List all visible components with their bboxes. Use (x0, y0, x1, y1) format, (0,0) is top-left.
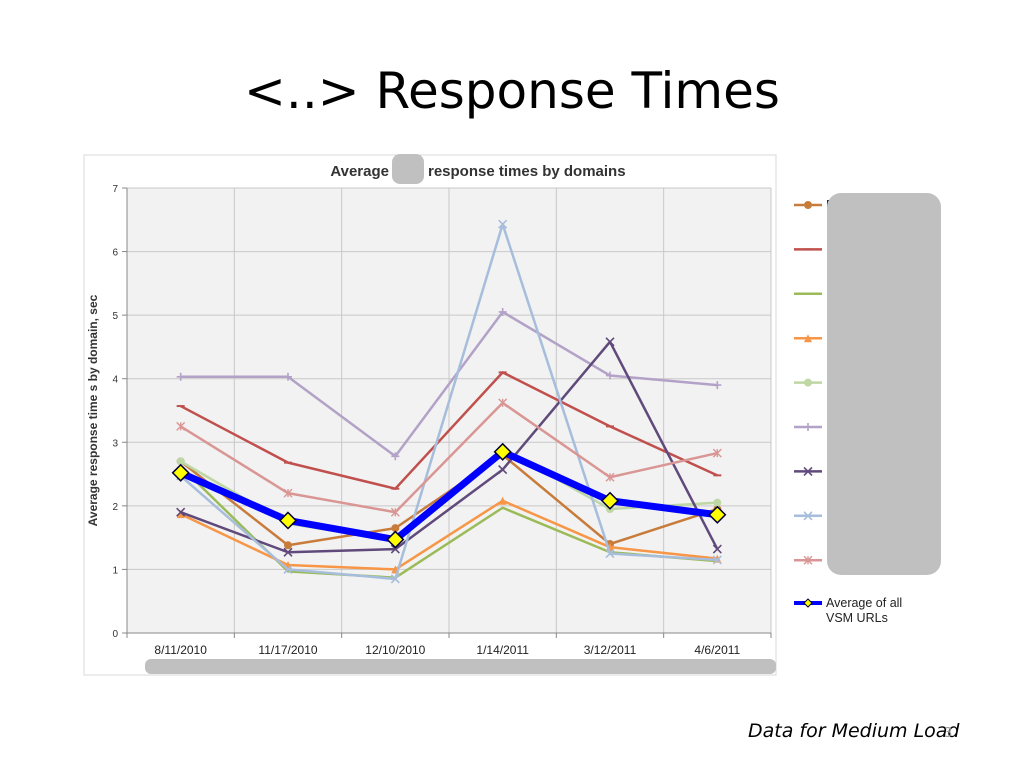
series-10 (171, 442, 727, 549)
slide-title: <..> Response Times (244, 62, 780, 120)
data-point (284, 372, 292, 381)
data-point (600, 491, 620, 510)
page-number: 3 (944, 726, 953, 741)
y-axis-label: Average response time s by domain, sec (86, 294, 100, 526)
data-point (390, 507, 400, 517)
data-point (605, 548, 615, 559)
legend-item-7 (794, 466, 822, 476)
legend-marker (803, 598, 813, 608)
data-point (498, 219, 508, 229)
chart-title-right: response times by domains (428, 163, 626, 180)
data-point (390, 574, 400, 584)
data-point (283, 564, 293, 574)
data-point (713, 498, 722, 507)
data-point (176, 421, 186, 431)
legend-item-9 (794, 555, 822, 565)
data-point (803, 511, 813, 521)
slide-caption: Data for Medium Load (748, 720, 960, 742)
data-point (804, 423, 812, 431)
data-point (712, 448, 722, 458)
y-tick-label: 2 (112, 502, 118, 513)
data-point (804, 334, 812, 343)
title-redaction (392, 154, 424, 184)
data-point (606, 371, 614, 380)
data-point (284, 541, 292, 550)
x-tick-label: 12/10/2010 (365, 643, 425, 657)
y-tick-label: 7 (112, 184, 118, 195)
legend-redaction (827, 193, 941, 575)
data-point (605, 472, 615, 482)
data-point (176, 372, 185, 381)
data-point (803, 555, 813, 565)
legend-item-4 (794, 334, 822, 343)
data-point (390, 544, 400, 554)
data-point (498, 307, 507, 316)
series-7 (176, 337, 722, 557)
chart-title-left: Average (330, 163, 389, 180)
data-point (176, 510, 185, 519)
x-tick-label: 4/6/2011 (694, 643, 740, 657)
data-point (391, 452, 400, 461)
series-line (180, 371, 718, 490)
x-tick-label: 3/12/2011 (584, 643, 637, 657)
data-point (605, 337, 615, 347)
data-point (498, 496, 507, 505)
x-tick-label: 11/17/2010 (258, 643, 317, 657)
data-point (803, 466, 813, 476)
y-tick-label: 1 (112, 565, 118, 576)
legend-label: VSM URLs (826, 611, 888, 625)
series-2 (176, 371, 722, 490)
legend-item-5 (794, 378, 822, 387)
data-point (176, 507, 186, 517)
legend-item-8 (794, 511, 822, 521)
series-line (180, 499, 718, 571)
series-9 (176, 398, 722, 517)
data-point (713, 381, 722, 390)
y-tick-label: 3 (112, 438, 118, 449)
data-point (804, 378, 812, 387)
series-line (179, 222, 718, 581)
series-line (180, 340, 719, 554)
data-point (171, 463, 190, 482)
legend-label: Average of all (826, 596, 902, 610)
data-point (712, 544, 722, 554)
y-tick-label: 6 (112, 248, 118, 259)
legend-item-6 (794, 423, 822, 431)
series-line (180, 401, 718, 514)
footer-redaction (145, 659, 776, 674)
y-tick-label: 5 (112, 311, 118, 322)
data-point (386, 530, 405, 549)
data-point (278, 511, 298, 530)
series-line (179, 448, 718, 544)
x-tick-label: 1/14/2011 (476, 643, 529, 657)
data-point (708, 505, 727, 524)
data-point (283, 488, 293, 498)
data-point (498, 465, 508, 475)
data-point (498, 398, 508, 408)
data-point (176, 457, 185, 466)
x-tick-label: 8/11/2010 (154, 643, 207, 657)
data-point (804, 201, 812, 209)
y-tick-label: 0 (112, 629, 118, 640)
data-point (712, 555, 722, 565)
data-point (283, 547, 293, 557)
data-point (493, 442, 512, 461)
data-point (391, 524, 400, 533)
y-tick-label: 4 (112, 375, 118, 386)
